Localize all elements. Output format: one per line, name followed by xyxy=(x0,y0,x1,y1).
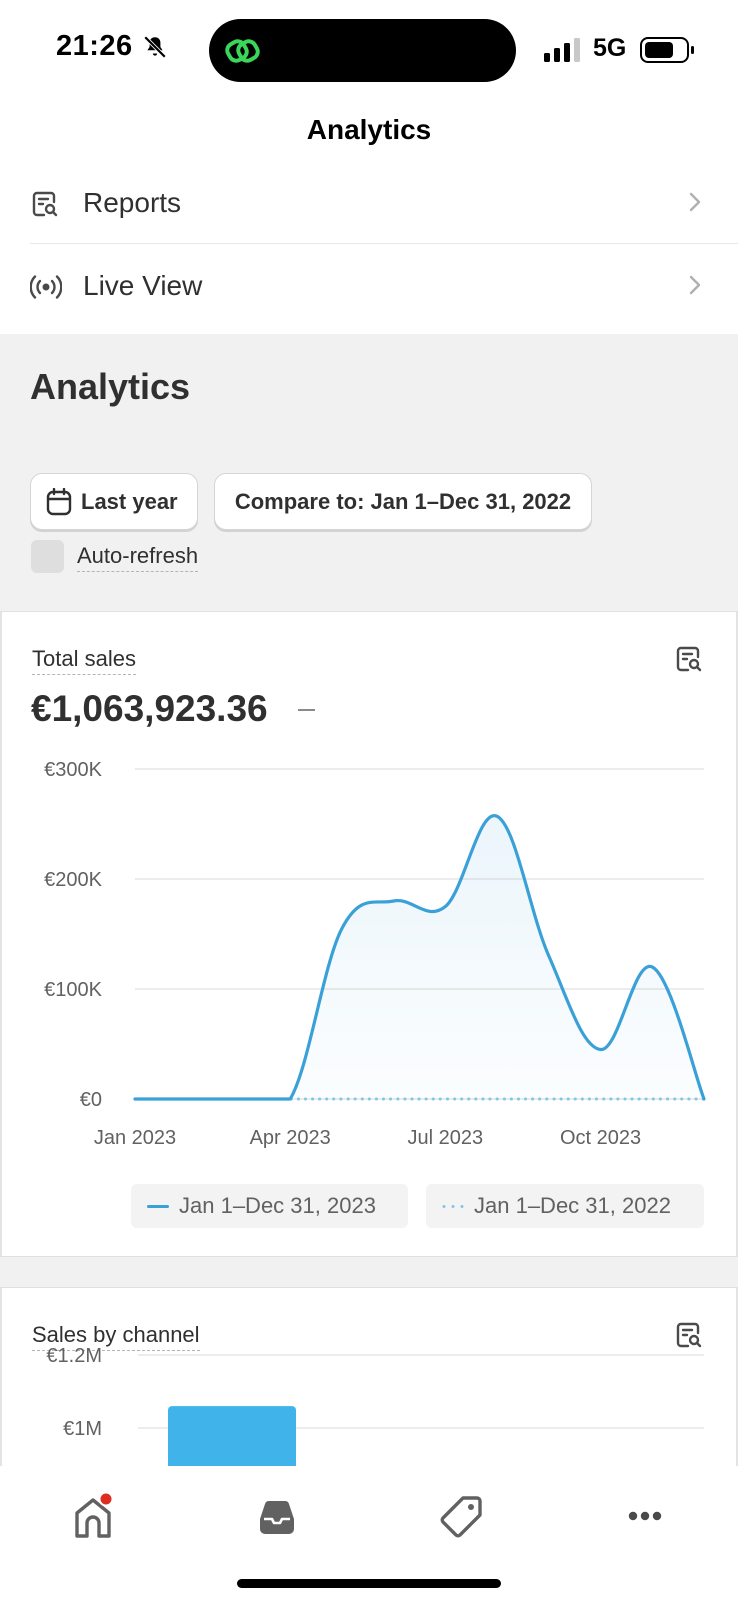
sales-by-channel-title[interactable]: Sales by channel xyxy=(32,1322,200,1351)
channel-bar xyxy=(168,1406,296,1468)
x-tick-label: Jul 2023 xyxy=(408,1127,484,1149)
menu-item-live-view[interactable]: Live View xyxy=(30,244,738,327)
total-sales-card: Total sales €1,063,923.36 €300K €200K €100… xyxy=(0,611,738,1257)
y-tick-label: €300K xyxy=(44,759,102,781)
y-tick-label: €0 xyxy=(80,1089,102,1111)
total-sales-title[interactable]: Total sales xyxy=(32,646,136,675)
signal-icon xyxy=(544,38,580,62)
page-title: Analytics xyxy=(0,100,738,160)
sales-by-channel-card: Sales by channel €1.2M €1M xyxy=(0,1287,738,1468)
status-time: 21:26 xyxy=(56,30,133,62)
total-sales-chart: €300K €200K €100K €0 Jan 2023 Apr 2023 Jul 202… xyxy=(44,759,706,1149)
app-activity-icon xyxy=(225,39,260,63)
network-type: 5G xyxy=(593,34,627,62)
tag-icon[interactable] xyxy=(431,1486,491,1546)
legend-solid-line-icon xyxy=(147,1205,169,1208)
menu-item-label: Reports xyxy=(83,187,182,218)
home-indicator xyxy=(237,1579,501,1588)
total-sales-value: €1,063,923.36 xyxy=(31,688,268,729)
calendar-icon xyxy=(46,488,72,516)
analytics-menu: Reports Live View xyxy=(0,160,738,334)
broadcast-icon xyxy=(30,275,62,299)
inbox-icon[interactable] xyxy=(247,1486,307,1546)
report-search-icon[interactable] xyxy=(674,644,704,674)
date-range-label: Last year xyxy=(81,489,178,514)
auto-refresh-label[interactable]: Auto-refresh xyxy=(77,543,199,572)
auto-refresh-checkbox[interactable] xyxy=(31,540,64,573)
report-search-icon[interactable] xyxy=(674,1320,704,1350)
report-search-icon xyxy=(32,191,58,217)
legend-label: Jan 1–Dec 31, 2023 xyxy=(179,1193,376,1218)
y-tick-label: €1.2M xyxy=(46,1345,102,1367)
menu-item-reports[interactable]: Reports xyxy=(30,161,738,244)
home-icon[interactable] xyxy=(63,1486,123,1546)
compare-label: Compare to: Jan 1–Dec 31, 2022 xyxy=(234,489,572,514)
menu-item-label: Live View xyxy=(83,270,203,301)
status-bar: 21:26 5G xyxy=(0,0,738,100)
dynamic-island xyxy=(209,19,516,82)
more-icon[interactable] xyxy=(615,1486,675,1546)
chevron-right-icon xyxy=(689,275,701,295)
chevron-right-icon xyxy=(689,192,701,212)
date-range-button[interactable]: Last year xyxy=(30,473,198,530)
bell-muted-icon xyxy=(143,35,167,59)
y-tick-label: €1M xyxy=(63,1418,102,1440)
y-tick-label: €200K xyxy=(44,869,102,891)
x-tick-label: Jan 2023 xyxy=(94,1127,176,1149)
legend-dotted-line-icon xyxy=(442,1205,464,1208)
section-title: Analytics xyxy=(30,366,191,407)
legend-item-previous[interactable]: Jan 1–Dec 31, 2022 xyxy=(426,1184,704,1228)
series-line-current xyxy=(133,814,706,1101)
legend-label: Jan 1–Dec 31, 2022 xyxy=(474,1193,671,1218)
y-tick-label: €100K xyxy=(44,979,102,1001)
legend-item-current[interactable]: Jan 1–Dec 31, 2023 xyxy=(131,1184,408,1228)
battery-icon xyxy=(640,37,694,63)
change-indicator xyxy=(298,709,315,711)
x-tick-label: Oct 2023 xyxy=(560,1127,641,1149)
series-area-current xyxy=(135,815,704,1099)
tab-bar xyxy=(0,1466,738,1600)
sales-by-channel-chart: €1.2M €1M xyxy=(46,1345,704,1468)
x-tick-label: Apr 2023 xyxy=(250,1127,331,1149)
compare-button[interactable]: Compare to: Jan 1–Dec 31, 2022 xyxy=(214,473,592,530)
